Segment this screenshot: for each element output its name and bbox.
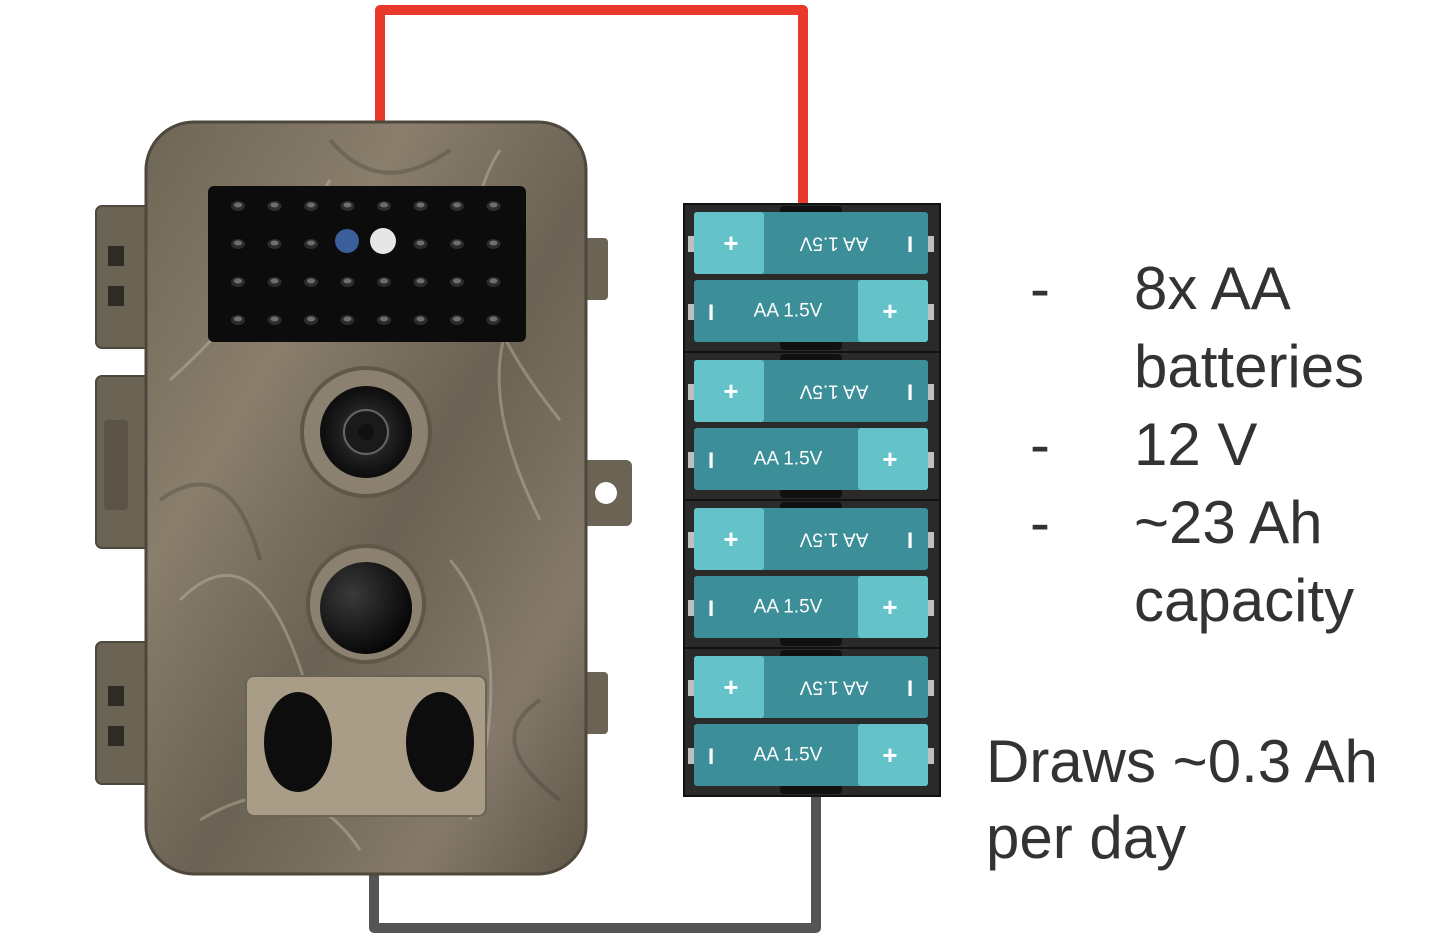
camera-latch-bottom bbox=[95, 641, 153, 785]
battery-voltage-label: AA 1.5V bbox=[799, 233, 868, 254]
battery-voltage-label: AA 1.5V bbox=[799, 381, 868, 402]
aa-battery: + I AA 1.5V bbox=[688, 428, 934, 490]
ir-led bbox=[231, 277, 245, 287]
aa-battery: + I AA 1.5V bbox=[688, 724, 934, 786]
ir-led bbox=[304, 315, 318, 325]
battery-voltage-label: AA 1.5V bbox=[754, 301, 823, 322]
ir-led-grid bbox=[231, 201, 501, 325]
ir-led bbox=[267, 239, 282, 249]
aa-battery: + I AA 1.5V bbox=[688, 576, 934, 638]
battery-minus-label: I bbox=[907, 380, 913, 405]
battery-plus-label: + bbox=[882, 740, 897, 770]
ir-led bbox=[450, 201, 464, 211]
battery-holder: + I AA 1.5V + I AA 1.5V bbox=[683, 647, 941, 797]
ir-led bbox=[231, 315, 245, 325]
ir-led bbox=[304, 239, 318, 249]
battery-plus-label: + bbox=[723, 524, 738, 554]
battery-minus-label: I bbox=[708, 744, 714, 769]
battery-plus-label: + bbox=[723, 376, 738, 406]
aa-battery: + I AA 1.5V bbox=[688, 212, 934, 274]
ir-led bbox=[413, 239, 428, 249]
battery-minus-label: I bbox=[907, 528, 913, 553]
ir-led bbox=[486, 315, 501, 325]
battery-plus-label: + bbox=[882, 444, 897, 474]
battery-pack: + I AA 1.5V + I AA 1.5V + I AA 1.5V + I AA 1.5V + I AA… bbox=[683, 203, 941, 797]
battery-plus-label: + bbox=[882, 296, 897, 326]
ir-led bbox=[377, 315, 391, 325]
spec-bullet: - bbox=[1030, 489, 1050, 556]
ir-led bbox=[267, 201, 282, 211]
ir-led bbox=[267, 277, 282, 287]
spec-text: 8x AA batteries bbox=[1134, 255, 1365, 400]
pir-sensor bbox=[320, 562, 412, 654]
ir-led bbox=[486, 201, 501, 211]
ir-led bbox=[340, 315, 355, 325]
battery-minus-label: I bbox=[708, 448, 714, 473]
ir-led bbox=[450, 315, 464, 325]
ir-led bbox=[267, 315, 282, 325]
negative-wire bbox=[369, 790, 821, 933]
battery-minus-label: I bbox=[708, 300, 714, 325]
battery-holder: + I AA 1.5V + I AA 1.5V bbox=[683, 351, 941, 501]
side-sensor-left bbox=[264, 692, 332, 792]
ir-led bbox=[413, 277, 428, 287]
ir-led bbox=[486, 277, 501, 287]
ir-led bbox=[413, 315, 428, 325]
battery-voltage-label: AA 1.5V bbox=[754, 597, 823, 618]
battery-voltage-label: AA 1.5V bbox=[799, 677, 868, 698]
aa-battery: + I AA 1.5V bbox=[688, 656, 934, 718]
spec-item-batteries: - 8x AA batteries bbox=[1030, 250, 1430, 406]
ir-led bbox=[304, 201, 318, 211]
aa-battery: + I AA 1.5V bbox=[688, 280, 934, 342]
ir-led bbox=[450, 277, 464, 287]
ir-led bbox=[231, 239, 245, 249]
ir-led bbox=[413, 201, 428, 211]
battery-holder: + I AA 1.5V + I AA 1.5V bbox=[683, 203, 941, 353]
battery-minus-label: I bbox=[907, 676, 913, 701]
battery-plus-label: + bbox=[723, 672, 738, 702]
battery-specs-list: - 8x AA batteries - 12 V - ~23 Ah capaci… bbox=[1030, 250, 1430, 640]
side-sensor-right bbox=[406, 692, 474, 792]
battery-voltage-label: AA 1.5V bbox=[754, 449, 823, 470]
light-sensor bbox=[335, 229, 359, 253]
battery-plus-label: + bbox=[882, 592, 897, 622]
battery-plus-label: + bbox=[723, 228, 738, 258]
ir-led-panel bbox=[208, 186, 526, 342]
spec-bullet: - bbox=[1030, 411, 1050, 478]
aa-battery: + I AA 1.5V bbox=[688, 360, 934, 422]
battery-minus-label: I bbox=[708, 596, 714, 621]
ir-led bbox=[377, 201, 391, 211]
spec-text: ~23 Ah capacity bbox=[1134, 489, 1355, 634]
battery-voltage-label: AA 1.5V bbox=[754, 745, 823, 766]
spec-bullet: - bbox=[1030, 255, 1050, 322]
ir-led bbox=[340, 201, 355, 211]
spec-text: 12 V bbox=[1134, 411, 1258, 478]
battery-minus-label: I bbox=[907, 232, 913, 257]
camera-strap-loop bbox=[578, 460, 632, 526]
ir-led bbox=[304, 277, 318, 287]
power-draw-note: Draws ~0.3 Ah per day bbox=[986, 728, 1378, 871]
ir-led bbox=[450, 239, 464, 249]
spec-item-capacity: - ~23 Ah capacity bbox=[1030, 484, 1430, 640]
spec-item-voltage: - 12 V bbox=[1030, 406, 1430, 484]
positive-wire bbox=[375, 5, 808, 212]
ir-led bbox=[340, 277, 355, 287]
battery-voltage-label: AA 1.5V bbox=[799, 529, 868, 550]
ir-led bbox=[377, 277, 391, 287]
ir-led bbox=[486, 239, 501, 249]
ir-led bbox=[231, 201, 245, 211]
indicator-led bbox=[370, 228, 396, 254]
camera-latch-middle bbox=[95, 375, 153, 549]
trail-camera bbox=[95, 120, 632, 876]
aa-battery: + I AA 1.5V bbox=[688, 508, 934, 570]
